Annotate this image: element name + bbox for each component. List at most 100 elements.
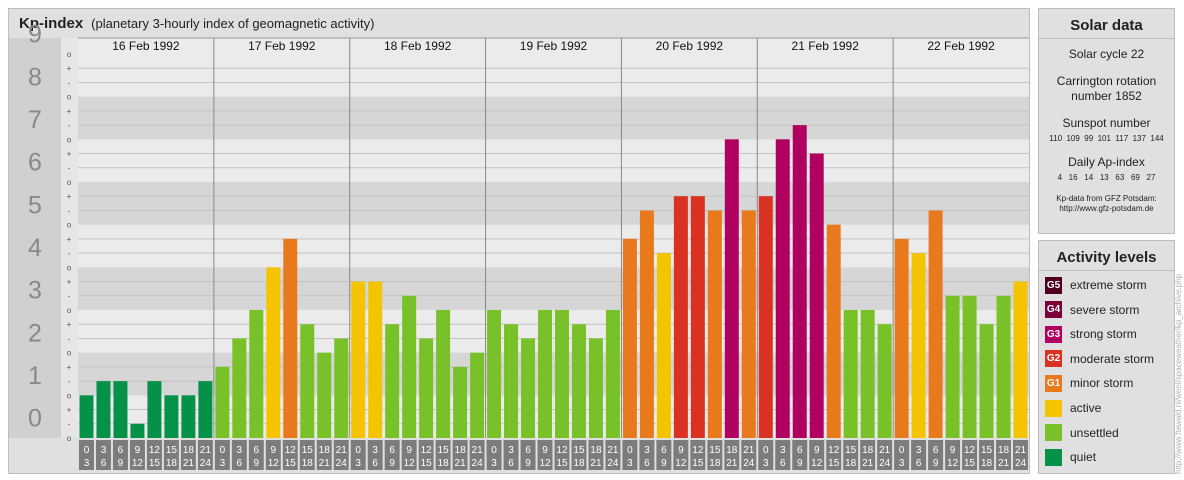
minor-mark: +	[67, 150, 72, 159]
kp-band	[78, 54, 1029, 97]
interval-cell	[656, 440, 672, 470]
interval-start: 12	[964, 445, 976, 456]
kp-bar	[198, 381, 213, 438]
y-tick-label: 2	[28, 319, 42, 347]
interval-cell	[486, 440, 502, 470]
interval-end: 15	[421, 458, 433, 469]
kp-bar	[555, 310, 569, 438]
minor-mark: -	[68, 206, 71, 215]
interval-start: 15	[166, 445, 178, 456]
interval-end: 21	[455, 458, 467, 469]
interval-end: 21	[183, 458, 195, 469]
interval-cell	[860, 440, 876, 470]
day-label: 16 Feb 1992	[112, 39, 180, 53]
interval-cell	[809, 440, 825, 470]
minor-mark: -	[68, 377, 71, 386]
carrington-line-1: Carrington rotation	[1056, 74, 1157, 88]
interval-end: 12	[947, 458, 959, 469]
interval-start: 3	[237, 445, 243, 456]
interval-end: 18	[709, 458, 721, 469]
interval-end: 12	[404, 458, 416, 469]
interval-start: 12	[421, 445, 433, 456]
credit-url[interactable]: http://www.ftewald.nl/wenl/spaceweather/…	[1174, 273, 1183, 474]
kp-bar	[504, 324, 519, 438]
kp-bar	[656, 253, 671, 438]
interval-cell	[503, 440, 519, 470]
interval-cell	[605, 440, 621, 470]
interval-cell	[843, 440, 859, 470]
interval-cell	[826, 440, 842, 470]
source-link[interactable]: http://www.gfz-potsdam.de	[1059, 204, 1154, 213]
interval-cell	[350, 440, 366, 470]
kp-bar	[147, 381, 162, 438]
day-label: 22 Feb 1992	[927, 39, 995, 53]
interval-end: 12	[675, 458, 687, 469]
interval-start: 21	[1015, 445, 1027, 456]
minor-mark: +	[67, 64, 72, 73]
day-label: 18 Feb 1992	[384, 39, 452, 53]
interval-start: 12	[285, 445, 297, 456]
interval-start: 21	[743, 445, 755, 456]
legend-swatch	[1045, 424, 1062, 442]
interval-cell	[911, 440, 927, 470]
minor-mark: o	[67, 178, 72, 187]
minor-mark: o	[67, 349, 72, 358]
kp-bar	[741, 210, 756, 438]
minor-mark: +	[67, 107, 72, 116]
interval-end: 21	[319, 458, 331, 469]
chart-top-strip	[78, 38, 1029, 54]
interval-end: 18	[438, 458, 450, 469]
interval-start: 6	[254, 445, 260, 456]
interval-cell	[248, 440, 264, 470]
interval-end: 6	[780, 458, 786, 469]
interval-start: 9	[542, 445, 548, 456]
kp-bar	[809, 153, 824, 439]
interval-start: 3	[372, 445, 378, 456]
legend-label: strong storm	[1070, 327, 1137, 342]
legend-item-unsettled: unsettled	[1045, 423, 1119, 443]
interval-end: 3	[491, 458, 497, 469]
interval-start: 9	[950, 445, 956, 456]
legend-swatch	[1045, 399, 1062, 417]
kp-band	[78, 139, 1029, 182]
interval-start: 0	[491, 445, 497, 456]
y-axis-band	[9, 38, 61, 438]
interval-end: 18	[166, 458, 178, 469]
kp-bar	[928, 210, 943, 438]
interval-end: 9	[661, 458, 667, 469]
interval-end: 15	[692, 458, 704, 469]
chart-subtitle: (planetary 3-hourly index of geomagnetic…	[91, 16, 375, 31]
interval-cell	[316, 440, 332, 470]
interval-start: 18	[183, 445, 195, 456]
minor-mark: -	[68, 334, 71, 343]
kp-bar	[453, 366, 468, 438]
kp-bar	[571, 324, 586, 438]
legend-label: active	[1070, 401, 1102, 415]
interval-cell	[962, 440, 978, 470]
kp-bar	[130, 423, 145, 438]
interval-start: 9	[406, 445, 412, 456]
kp-bar	[300, 324, 315, 438]
interval-cell	[707, 440, 723, 470]
kp-bar	[690, 196, 705, 438]
y-tick-label: 3	[28, 277, 42, 305]
minor-mark: o	[67, 93, 72, 102]
legend-swatch: G4	[1045, 301, 1062, 319]
interval-start: 15	[573, 445, 585, 456]
interval-cell	[418, 440, 434, 470]
kp-band	[78, 96, 1029, 140]
day-label: 21 Feb 1992	[792, 39, 860, 53]
minor-mark: o	[67, 391, 72, 400]
interval-start: 0	[763, 445, 769, 456]
interval-end: 15	[285, 458, 297, 469]
interval-cell	[690, 440, 706, 470]
interval-cell	[928, 440, 944, 470]
interval-cell	[945, 440, 961, 470]
interval-start: 12	[828, 445, 840, 456]
interval-start: 15	[438, 445, 450, 456]
interval-cell	[384, 440, 400, 470]
kp-bar	[266, 267, 281, 438]
legend-swatch: G3	[1045, 325, 1062, 343]
interval-cell	[95, 440, 111, 470]
interval-end: 15	[964, 458, 976, 469]
